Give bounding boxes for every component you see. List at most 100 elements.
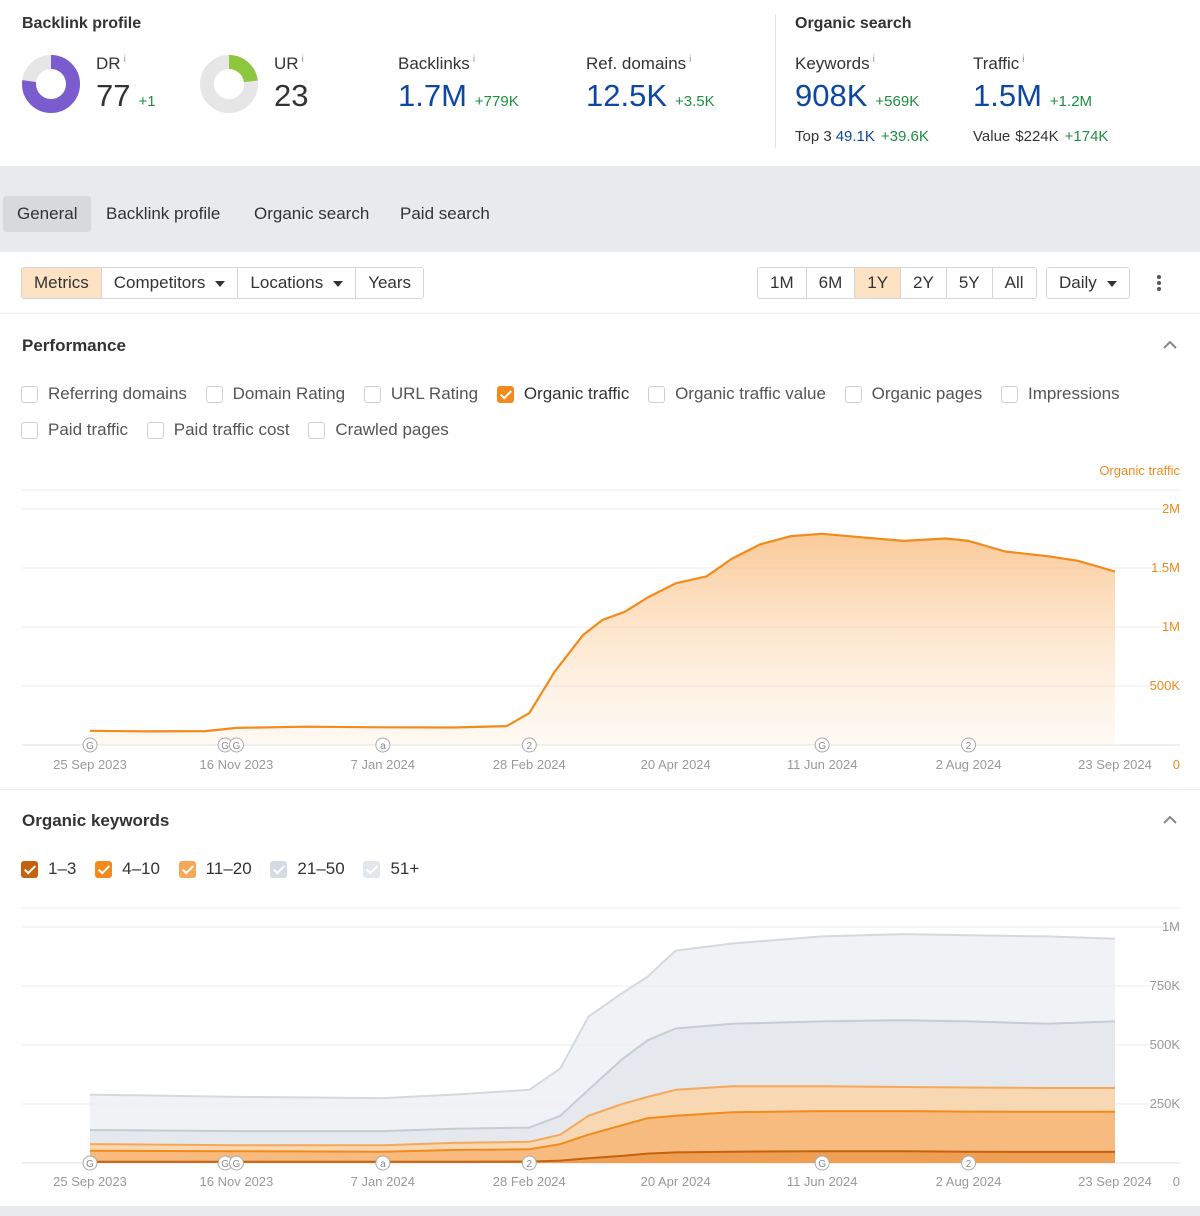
more-options-icon[interactable] xyxy=(1150,273,1168,293)
locations-dropdown[interactable]: Locations xyxy=(238,268,357,298)
ref-domains-value[interactable]: 12.5K xyxy=(586,78,668,113)
years-button[interactable]: Years xyxy=(356,268,424,298)
backlink-profile-title: Backlink profile xyxy=(22,15,142,32)
range-2y-button[interactable]: 2Y xyxy=(901,268,947,298)
checkbox-position-11-20[interactable]: 11–20 xyxy=(178,859,252,879)
range-all-button[interactable]: All xyxy=(992,268,1036,298)
value-delta: +174K xyxy=(1064,128,1109,145)
keyword-band-line xyxy=(89,1085,1115,1147)
checkbox-domain-rating[interactable]: Domain Rating xyxy=(205,384,346,404)
tab-general[interactable]: General xyxy=(3,196,92,232)
checkbox-label: Paid traffic cost xyxy=(173,420,290,439)
event-annotation-label: G xyxy=(233,1159,241,1170)
organic-traffic-chart[interactable]: 25 Sep 2023 16 Nov 2023 7 Jan 2024 28 Feb 2… xyxy=(0,455,1200,780)
ur-metric: UR i 23 xyxy=(274,54,308,114)
checkbox-position-4-10[interactable]: 4–10 xyxy=(95,859,160,879)
checkbox-url-rating[interactable]: URL Rating xyxy=(363,384,479,404)
y-tick-label: 1M xyxy=(1162,619,1180,634)
range-1m-button[interactable]: 1M xyxy=(758,268,807,298)
backlinks-value[interactable]: 1.7M xyxy=(398,78,467,113)
checkbox-label: 1–3 xyxy=(48,859,77,878)
y-tick-label: 500K xyxy=(1150,678,1181,693)
checkbox-label: Organic traffic xyxy=(523,384,630,403)
tab-backlink-profile[interactable]: Backlink profile xyxy=(106,204,221,223)
organic-traffic-line xyxy=(89,532,1116,733)
competitors-dropdown[interactable]: Competitors xyxy=(101,268,239,298)
event-annotation-marker xyxy=(521,737,537,753)
value-amount: $224K xyxy=(1015,128,1059,145)
info-icon[interactable]: i xyxy=(123,54,126,66)
checkbox-box xyxy=(1000,385,1018,403)
y-tick-label: 1.5M xyxy=(1151,560,1180,575)
chevron-up-icon[interactable] xyxy=(1162,815,1178,825)
info-icon[interactable]: i xyxy=(472,54,476,66)
event-annotation-label: G xyxy=(233,741,241,752)
y-tick-label: 0 xyxy=(1173,757,1180,772)
checkbox-paid-traffic-cost[interactable]: Paid traffic cost xyxy=(146,420,290,440)
performance-title: Performance xyxy=(22,336,126,355)
event-annotation-label: a xyxy=(380,1159,386,1170)
info-icon[interactable]: i xyxy=(1022,54,1025,66)
keywords-delta: +569K xyxy=(875,93,920,110)
organic-keywords-chart[interactable]: 25 Sep 2023 16 Nov 2023 7 Jan 2024 28 Feb 2… xyxy=(0,895,1200,1200)
range-1y-button[interactable]: 1Y xyxy=(855,268,902,298)
event-annotation-label: a xyxy=(380,741,386,752)
info-icon[interactable]: i xyxy=(689,54,692,66)
event-annotation-marker xyxy=(375,1155,391,1171)
keywords-value[interactable]: 908K xyxy=(795,78,868,113)
checkbox-label: Domain Rating xyxy=(232,384,346,403)
checkbox-label: Organic traffic value xyxy=(675,384,826,403)
checkbox-position-1-3[interactable]: 1–3 xyxy=(21,859,76,879)
keyword-band-line xyxy=(89,1110,1115,1153)
series-label: Organic traffic xyxy=(1099,463,1180,478)
checkbox-referring-domains[interactable]: Referring domains xyxy=(21,384,187,404)
keyword-band-area xyxy=(90,1111,1115,1163)
x-tick-label: 11 Jun 2024 xyxy=(787,1174,858,1189)
checkbox-box xyxy=(308,421,326,439)
event-annotation-marker xyxy=(961,1155,977,1171)
event-annotation-marker xyxy=(521,1155,537,1171)
checkbox-position-21-50[interactable]: 21–50 xyxy=(270,859,345,879)
organic-traffic-area xyxy=(90,533,1115,745)
ur-ring-arc xyxy=(200,55,258,113)
interval-dropdown[interactable]: Daily xyxy=(1046,267,1130,299)
tab-organic-search[interactable]: Organic search xyxy=(254,204,370,223)
interval-select[interactable]: Daily xyxy=(1047,268,1129,298)
keywords-metric: Keywords i 908K +569K xyxy=(795,54,919,114)
metrics-button[interactable]: Metrics xyxy=(22,268,102,298)
checkbox-crawled-pages[interactable]: Crawled pages xyxy=(308,420,449,440)
x-tick-label: 2 Aug 2024 xyxy=(936,1174,1002,1189)
ref-domains-label: Ref. domains xyxy=(586,54,687,73)
traffic-value[interactable]: 1.5M xyxy=(973,78,1042,113)
x-tick-label: 23 Sep 2024 xyxy=(1078,1174,1152,1189)
chart-toolbar: Metrics Competitors Locations Years 1M 6… xyxy=(0,252,1200,314)
x-tick-label: 16 Nov 2023 xyxy=(200,1174,274,1189)
y-tick-label: 1M xyxy=(1162,919,1180,934)
checkbox-label: 51+ xyxy=(390,859,420,878)
info-icon[interactable]: i xyxy=(301,54,304,66)
top3-line: Top 3 49.1K +39.6K xyxy=(795,128,929,145)
checkbox-position-51-plus[interactable]: 51+ xyxy=(363,859,419,879)
checkbox-box xyxy=(146,421,164,439)
checkbox-label: URL Rating xyxy=(390,384,479,403)
x-tick-label: 11 Jun 2024 xyxy=(787,757,858,772)
keyword-position-checkboxes: 1–3 4–10 11–20 21–50 51+ xyxy=(21,859,419,883)
performance-checkbox-row-1: Referring domains Domain Rating URL Rati… xyxy=(21,384,1120,408)
checkbox-organic-traffic-value[interactable]: Organic traffic value xyxy=(648,384,826,404)
top3-value[interactable]: 49.1K xyxy=(835,128,875,145)
checkbox-organic-pages[interactable]: Organic pages xyxy=(844,384,982,404)
x-tick-label: 16 Nov 2023 xyxy=(200,757,274,772)
y-tick-label: 750K xyxy=(1150,978,1181,993)
x-tick-label: 25 Sep 2023 xyxy=(53,757,127,772)
chevron-up-icon[interactable] xyxy=(1162,340,1178,350)
tab-paid-search[interactable]: Paid search xyxy=(400,204,490,223)
x-tick-label: 20 Apr 2024 xyxy=(641,757,711,772)
checkbox-organic-traffic[interactable]: Organic traffic xyxy=(496,384,630,404)
checkbox-impressions[interactable]: Impressions xyxy=(1000,384,1120,404)
info-icon[interactable]: i xyxy=(872,54,875,66)
event-annotation-marker xyxy=(961,737,977,753)
range-5y-button[interactable]: 5Y xyxy=(946,268,993,298)
checkbox-paid-traffic[interactable]: Paid traffic xyxy=(21,420,128,440)
caret-down-icon xyxy=(333,280,344,287)
range-6m-button[interactable]: 6M xyxy=(806,268,856,298)
